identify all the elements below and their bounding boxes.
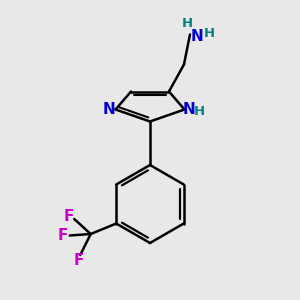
Text: F: F <box>74 253 84 268</box>
Text: H: H <box>182 17 193 30</box>
Text: H: H <box>193 105 205 119</box>
Text: F: F <box>58 228 68 243</box>
Text: N: N <box>103 102 115 117</box>
Text: N: N <box>191 28 204 44</box>
Text: N: N <box>183 102 195 117</box>
Text: F: F <box>64 209 74 224</box>
Text: H: H <box>204 26 215 40</box>
